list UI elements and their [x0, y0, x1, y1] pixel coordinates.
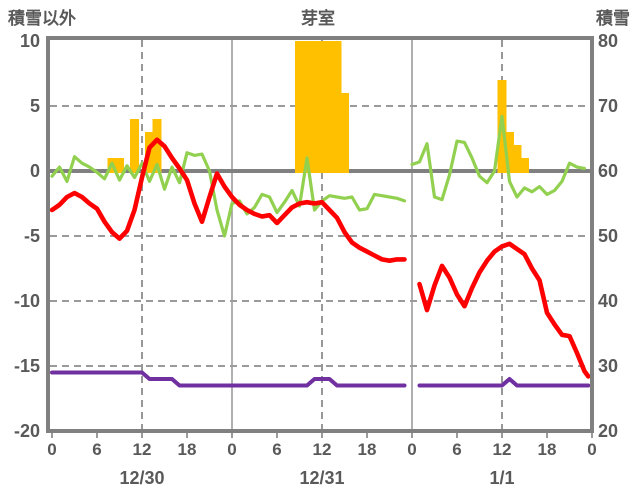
- right-tick-label: 30: [598, 356, 618, 376]
- left-tick-label: -10: [14, 291, 40, 311]
- bar: [325, 41, 334, 173]
- bar: [115, 158, 124, 173]
- right-tick-label: 20: [598, 421, 618, 441]
- green-line: [50, 114, 587, 238]
- green-line-segment: [50, 151, 407, 238]
- left-tick-label: -20: [14, 421, 40, 441]
- date-label: 12/30: [119, 468, 164, 488]
- x-tick-label: 18: [538, 440, 557, 459]
- snow-depth-purple-line-segment: [417, 377, 591, 388]
- x-tick-label: 12: [133, 440, 152, 459]
- temperature-red-line-segment: [49, 137, 407, 264]
- x-tick-label: 6: [452, 440, 461, 459]
- bar: [152, 119, 162, 173]
- x-tick-label: 18: [358, 440, 377, 459]
- left-tick-label: -15: [14, 356, 40, 376]
- right-tick-label: 40: [598, 291, 618, 311]
- x-tick-label: 18: [178, 440, 197, 459]
- page-title: 芽室: [301, 9, 335, 28]
- x-tick-label: 12: [313, 440, 332, 459]
- snow-depth-purple-line: [50, 370, 591, 388]
- left-tick-label: 5: [30, 96, 40, 116]
- plot-border: [46, 36, 594, 433]
- bar: [302, 41, 312, 173]
- bar: [130, 119, 139, 173]
- right-tick-label: 70: [598, 96, 618, 116]
- bar: [332, 41, 342, 173]
- x-tick-label: 12: [493, 440, 512, 459]
- bar: [520, 158, 529, 173]
- date-label: 1/1: [489, 468, 514, 488]
- x-tick-label: 0: [47, 440, 56, 459]
- snow-depth-purple-line-segment: [50, 370, 407, 388]
- bar: [505, 132, 514, 173]
- x-tick-label: 6: [92, 440, 101, 459]
- left-tick-label: 10: [20, 31, 40, 51]
- right-tick-label: 80: [598, 31, 618, 51]
- bar: [340, 93, 349, 173]
- x-tick-label: 6: [272, 440, 281, 459]
- bar: [310, 41, 319, 173]
- temperature-red-line-segment: [417, 241, 591, 379]
- x-tick-label: 0: [587, 440, 596, 459]
- right-tick-label: 60: [598, 161, 618, 181]
- date-label: 12/31: [299, 468, 344, 488]
- green-line-segment: [410, 114, 587, 202]
- bar: [512, 145, 522, 173]
- temperature-red-line: [49, 137, 591, 379]
- left-tick-label: 0: [30, 161, 40, 181]
- left-axis-title: 積雪以外: [8, 9, 76, 28]
- x-tick-label: 0: [407, 440, 416, 459]
- right-axis-title: 積雪: [596, 9, 630, 28]
- bar: [295, 41, 304, 173]
- right-tick-label: 50: [598, 226, 618, 246]
- x-tick-label: 0: [227, 440, 236, 459]
- bar: [317, 41, 327, 173]
- left-tick-label: -5: [24, 226, 40, 246]
